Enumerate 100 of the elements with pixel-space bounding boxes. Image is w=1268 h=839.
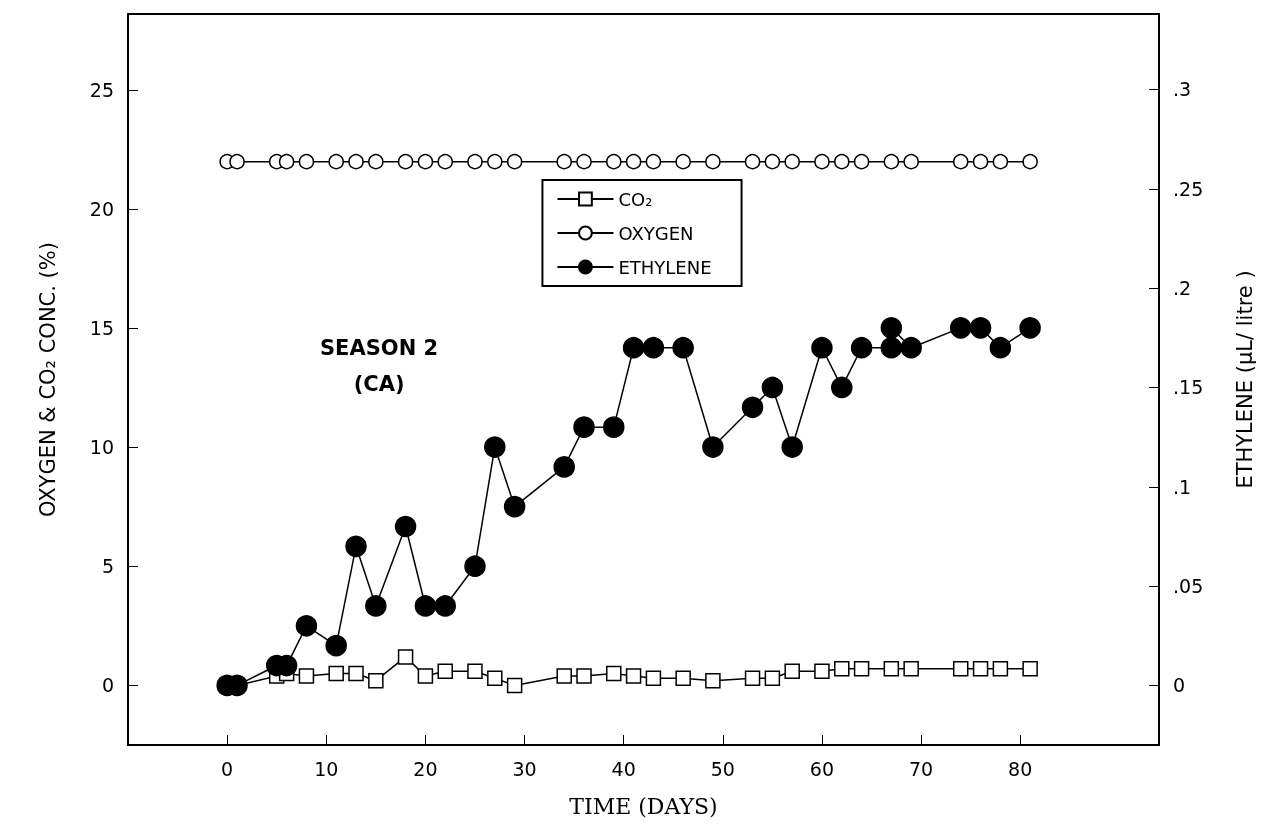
point	[573, 416, 595, 438]
point	[950, 317, 972, 339]
x-axis-title: TIME (DAYS)	[569, 793, 718, 819]
point	[642, 336, 665, 359]
point	[953, 153, 969, 170]
point	[506, 677, 523, 694]
point	[394, 515, 417, 538]
y-axis-title: OXYGEN & CO₂ CONC. (%)	[35, 242, 60, 517]
point	[622, 336, 645, 359]
point	[576, 153, 592, 170]
point	[487, 670, 503, 687]
point	[900, 336, 922, 359]
x-tick-label: 0	[221, 757, 234, 780]
point	[761, 376, 784, 399]
y2-axis-title: ETHYLENE (µL/ litre )	[1232, 270, 1257, 489]
point	[397, 649, 414, 665]
y-tick-label: 5	[101, 555, 114, 578]
point	[781, 436, 803, 458]
y-tick-label: 20	[89, 198, 114, 221]
point	[345, 535, 367, 558]
y2-tick-label: 0	[1173, 674, 1186, 697]
y2-tick-label: .25	[1173, 177, 1204, 200]
y2-tick-label: .2	[1173, 277, 1192, 300]
y2-tick-label: .3	[1173, 78, 1192, 101]
point	[606, 153, 622, 170]
point	[298, 153, 315, 170]
x-tick-label: 70	[908, 757, 934, 780]
point	[625, 668, 642, 684]
x-tick-label: 40	[611, 757, 636, 780]
point	[883, 153, 900, 170]
legend-label: ETHYLENE	[618, 256, 712, 278]
point	[328, 153, 344, 170]
point	[553, 456, 575, 478]
point	[414, 595, 437, 617]
point	[487, 153, 503, 170]
point	[764, 153, 781, 170]
y-tick-label: 0	[101, 674, 114, 697]
point	[467, 663, 483, 679]
point	[348, 665, 364, 682]
point	[675, 670, 691, 687]
point	[834, 153, 850, 170]
point	[576, 668, 592, 684]
y-tick-label: 15	[89, 317, 114, 340]
point	[229, 153, 245, 170]
y-tick-label: 10	[89, 436, 114, 459]
point	[672, 336, 694, 359]
point	[831, 376, 853, 399]
point	[784, 153, 800, 170]
point	[952, 661, 969, 677]
point	[702, 436, 724, 458]
point	[606, 665, 622, 682]
point	[814, 663, 830, 679]
point	[1022, 153, 1038, 170]
point	[992, 153, 1009, 170]
point	[295, 615, 318, 637]
point	[645, 670, 662, 687]
point	[880, 317, 903, 339]
point	[811, 336, 833, 359]
point	[705, 153, 721, 170]
point	[784, 663, 800, 679]
point	[853, 153, 870, 170]
point	[368, 153, 384, 170]
point	[417, 153, 434, 170]
point	[467, 153, 483, 170]
point	[348, 153, 364, 170]
point	[969, 317, 992, 339]
point	[814, 153, 830, 170]
y2-tick-label: .05	[1173, 575, 1204, 598]
point	[853, 661, 870, 677]
x-tick-label: 20	[413, 757, 438, 780]
point	[365, 595, 387, 617]
point	[437, 663, 453, 679]
legend-label: CO₂	[618, 188, 653, 210]
point	[972, 661, 989, 677]
point	[434, 595, 456, 617]
point	[705, 672, 721, 689]
point	[464, 555, 486, 577]
point	[1022, 661, 1038, 677]
point	[506, 153, 523, 170]
point	[484, 436, 506, 458]
point	[903, 153, 919, 170]
point	[278, 153, 295, 170]
point	[972, 153, 989, 170]
x-tick-label: 80	[1008, 757, 1033, 780]
legend-label: OXYGEN	[618, 222, 694, 244]
point	[437, 153, 453, 170]
x-tick-label: 30	[512, 757, 537, 780]
x-tick-label: 10	[314, 757, 339, 780]
point	[328, 665, 344, 682]
point	[989, 336, 1012, 359]
point	[645, 153, 662, 170]
point	[556, 668, 572, 684]
point	[625, 153, 642, 170]
y2-tick-label: .1	[1173, 475, 1192, 498]
point	[325, 634, 347, 657]
y-tick-label: 25	[89, 79, 114, 102]
point	[880, 336, 903, 359]
point	[744, 670, 761, 687]
point	[368, 672, 384, 689]
point	[741, 396, 764, 419]
